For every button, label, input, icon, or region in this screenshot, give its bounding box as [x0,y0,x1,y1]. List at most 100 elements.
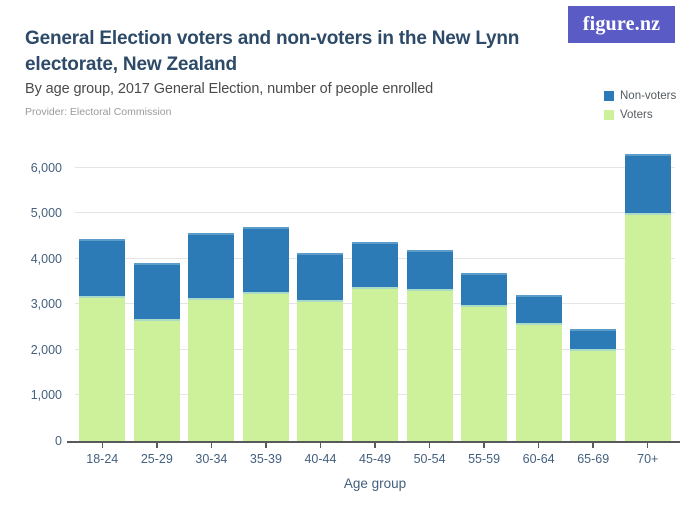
stacked-bar-50-54 [406,249,453,441]
x-tick-label: 50-54 [413,452,446,466]
x-tick-label: 70+ [637,452,659,466]
bar-cell [620,145,675,441]
segment-nonvoters [79,238,126,296]
bar-cell [566,145,621,441]
chart-title: General Election voters and non-voters i… [25,28,520,76]
x-tick-mark [592,442,594,448]
x-tick-label: 55-59 [468,452,501,466]
legend-label: Non-voters [620,90,677,102]
x-tick-mark [646,442,649,448]
x-tick [239,442,294,448]
segment-voters [406,289,453,441]
x-tick-mark [428,442,431,448]
x-axis-title: Age group [343,476,407,491]
x-tick-label: 45-49 [359,452,391,466]
x-tick-mark [483,442,485,448]
y-tick-label: 0 [55,434,62,448]
segment-voters [79,295,126,441]
legend-swatch-icon [604,110,614,120]
y-tick-label: 3,000 [30,297,62,312]
figure-nz-logo[interactable]: figure.nz [568,6,675,43]
stacked-bar-70+ [624,154,671,441]
segment-nonvoters [242,226,289,292]
x-tick-label: 40-44 [304,452,337,466]
segment-nonvoters [515,295,562,324]
segment-nonvoters [406,249,453,290]
x-tick-label: 65-69 [577,452,610,466]
segment-nonvoters [188,233,235,298]
stacked-bar-45-49 [352,242,398,441]
x-tick [348,442,403,448]
segment-nonvoters [352,242,398,287]
segment-voters [133,318,180,441]
x-tick [293,442,348,448]
bar-cell [239,145,294,441]
chart-legend: Non-voters Voters [604,90,676,128]
x-tick [402,442,457,448]
bar-cell [457,145,512,441]
bar-cell [293,145,348,441]
x-tick-mark [265,442,267,448]
x-tick [75,442,130,448]
provider-credit: Provider: Electoral Commission [25,106,172,118]
segment-voters [297,300,344,441]
segment-voters [188,297,235,441]
gridline [75,212,675,214]
bar-cell [75,145,130,441]
segment-voters [352,286,398,441]
segment-voters [242,291,289,441]
bar-cell [348,145,403,441]
x-tick [620,442,675,448]
bar-cell [511,145,566,441]
segment-nonvoters [461,272,508,306]
legend-item: Non-voters [604,90,676,102]
x-axis-labels: 18-24 25-29 30-34 35-39 40-44 45-49 50-54 55-59… [75,452,675,466]
stacked-bar-55-59 [461,272,508,441]
x-tick-label: 25-29 [140,452,173,466]
segment-nonvoters [624,154,671,213]
stacked-bar-65-69 [570,328,617,441]
x-tick [130,442,185,448]
y-tick-label: 5,000 [30,206,62,221]
segment-voters [515,323,562,441]
x-tick-label: 60-64 [522,452,555,466]
chart-subtitle: By age group, 2017 General Election, num… [25,81,434,97]
x-axis-line [67,441,680,443]
stacked-bar-chart: 0 1,000 2,000 3,000 4,000 5,000 6,000 18-24 25-… [0,140,700,525]
segment-nonvoters [133,263,180,319]
stacked-bar-18-24 [79,238,126,441]
x-tick [184,442,239,448]
stacked-bar-30-34 [188,233,235,441]
bar-cell [184,145,239,441]
y-tick-label: 1,000 [30,388,62,403]
legend-swatch-icon [604,91,614,101]
y-tick-label: 2,000 [30,342,62,357]
x-axis-ticks [75,442,675,448]
x-tick-mark [374,442,376,448]
x-tick-label: 18-24 [86,452,119,466]
x-tick [457,442,512,448]
legend-label: Voters [620,109,653,121]
x-tick [511,442,566,448]
bar-cell [130,145,185,441]
x-tick-mark [210,442,213,448]
stacked-bar-60-64 [515,295,562,441]
segment-nonvoters [570,328,617,350]
segment-voters [461,305,508,441]
y-tick-label: 6,000 [30,160,62,175]
segment-nonvoters [297,252,344,301]
x-tick-mark [156,442,158,448]
stacked-bar-35-39 [242,226,289,441]
y-tick-label: 4,000 [30,251,62,266]
gridline [75,166,675,168]
x-tick-label: 35-39 [249,452,282,466]
x-tick-label: 30-34 [195,452,228,466]
x-tick-mark [537,442,540,448]
bar-series [75,145,675,441]
bar-cell [402,145,457,441]
legend-item: Voters [604,109,676,121]
stacked-bar-40-44 [297,252,344,441]
segment-voters [624,212,671,441]
plot-area [75,145,675,441]
